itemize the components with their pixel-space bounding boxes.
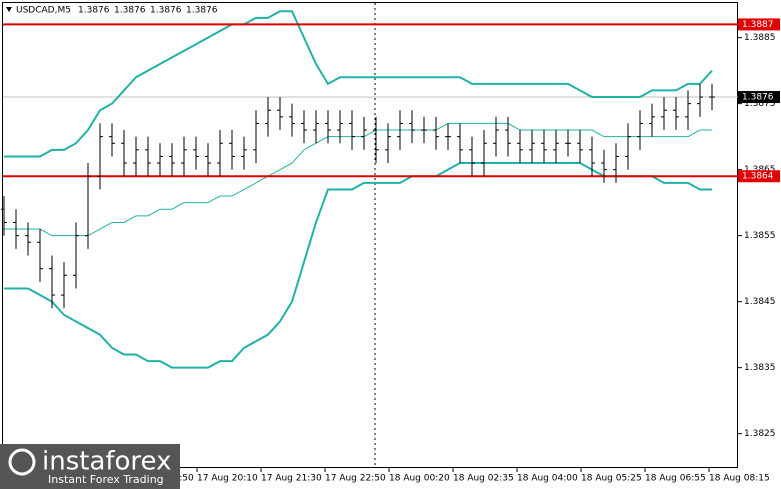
quote-value: 1.3876 (78, 6, 110, 16)
logo-icon (8, 448, 36, 476)
x-tick-label: 18 Aug 06:55 (645, 474, 706, 484)
brand: instaforex (42, 447, 171, 477)
band-line (4, 122, 712, 237)
quote-value: 1.3876 (114, 6, 146, 16)
x-tick-label: 18 Aug 08:15 (709, 474, 770, 484)
level-label: 1.3887 (742, 20, 774, 30)
band-line (4, 162, 712, 369)
x-tick-label: 18 Aug 05:25 (581, 474, 642, 484)
y-tick-label: 1.3865 (744, 165, 776, 175)
y-tick-label: 1.3875 (744, 99, 776, 109)
y-tick-label: 1.3835 (744, 363, 776, 373)
last-price-bg (738, 91, 780, 104)
quote-value: 1.3876 (150, 6, 182, 16)
y-tick-label: 1.3855 (744, 231, 776, 241)
watermark: instaforex Instant Forex Trading (0, 444, 180, 489)
tagline: Instant Forex Trading (48, 473, 164, 486)
x-tick-label: 18 Aug 02:35 (453, 474, 514, 484)
level-label-bg (738, 170, 780, 183)
x-tick-label: 17 Aug 20:10 (197, 474, 258, 484)
quote: 1.3876 1.3876 1.3876 1.3876 (78, 6, 218, 16)
x-tick-label: 18 Aug 00:20 (389, 474, 450, 484)
plot (1, 10, 738, 369)
symbol: USDCAD,M5 (16, 6, 71, 16)
x-tick-label: 17 Aug 21:30 (261, 474, 322, 484)
last-price-label: 1.3876 (742, 93, 774, 103)
level-label-bg (738, 18, 780, 31)
level-label: 1.3864 (742, 172, 774, 182)
x-tick-label: 17 Aug 22:50 (325, 474, 386, 484)
quote-value: 1.3876 (186, 6, 218, 16)
y-tick-label: 1.3845 (744, 297, 776, 307)
menu-arrow (6, 7, 12, 12)
y-tick-label: 1.3885 (744, 33, 776, 43)
plot-frame (2, 2, 738, 468)
price-axis: 1.38951.38851.38751.38651.38551.38451.38… (738, 18, 780, 439)
x-tick-label: 18 Aug 04:00 (517, 474, 578, 484)
y-tick-label: 1.3825 (744, 429, 776, 439)
band-line (4, 10, 713, 158)
